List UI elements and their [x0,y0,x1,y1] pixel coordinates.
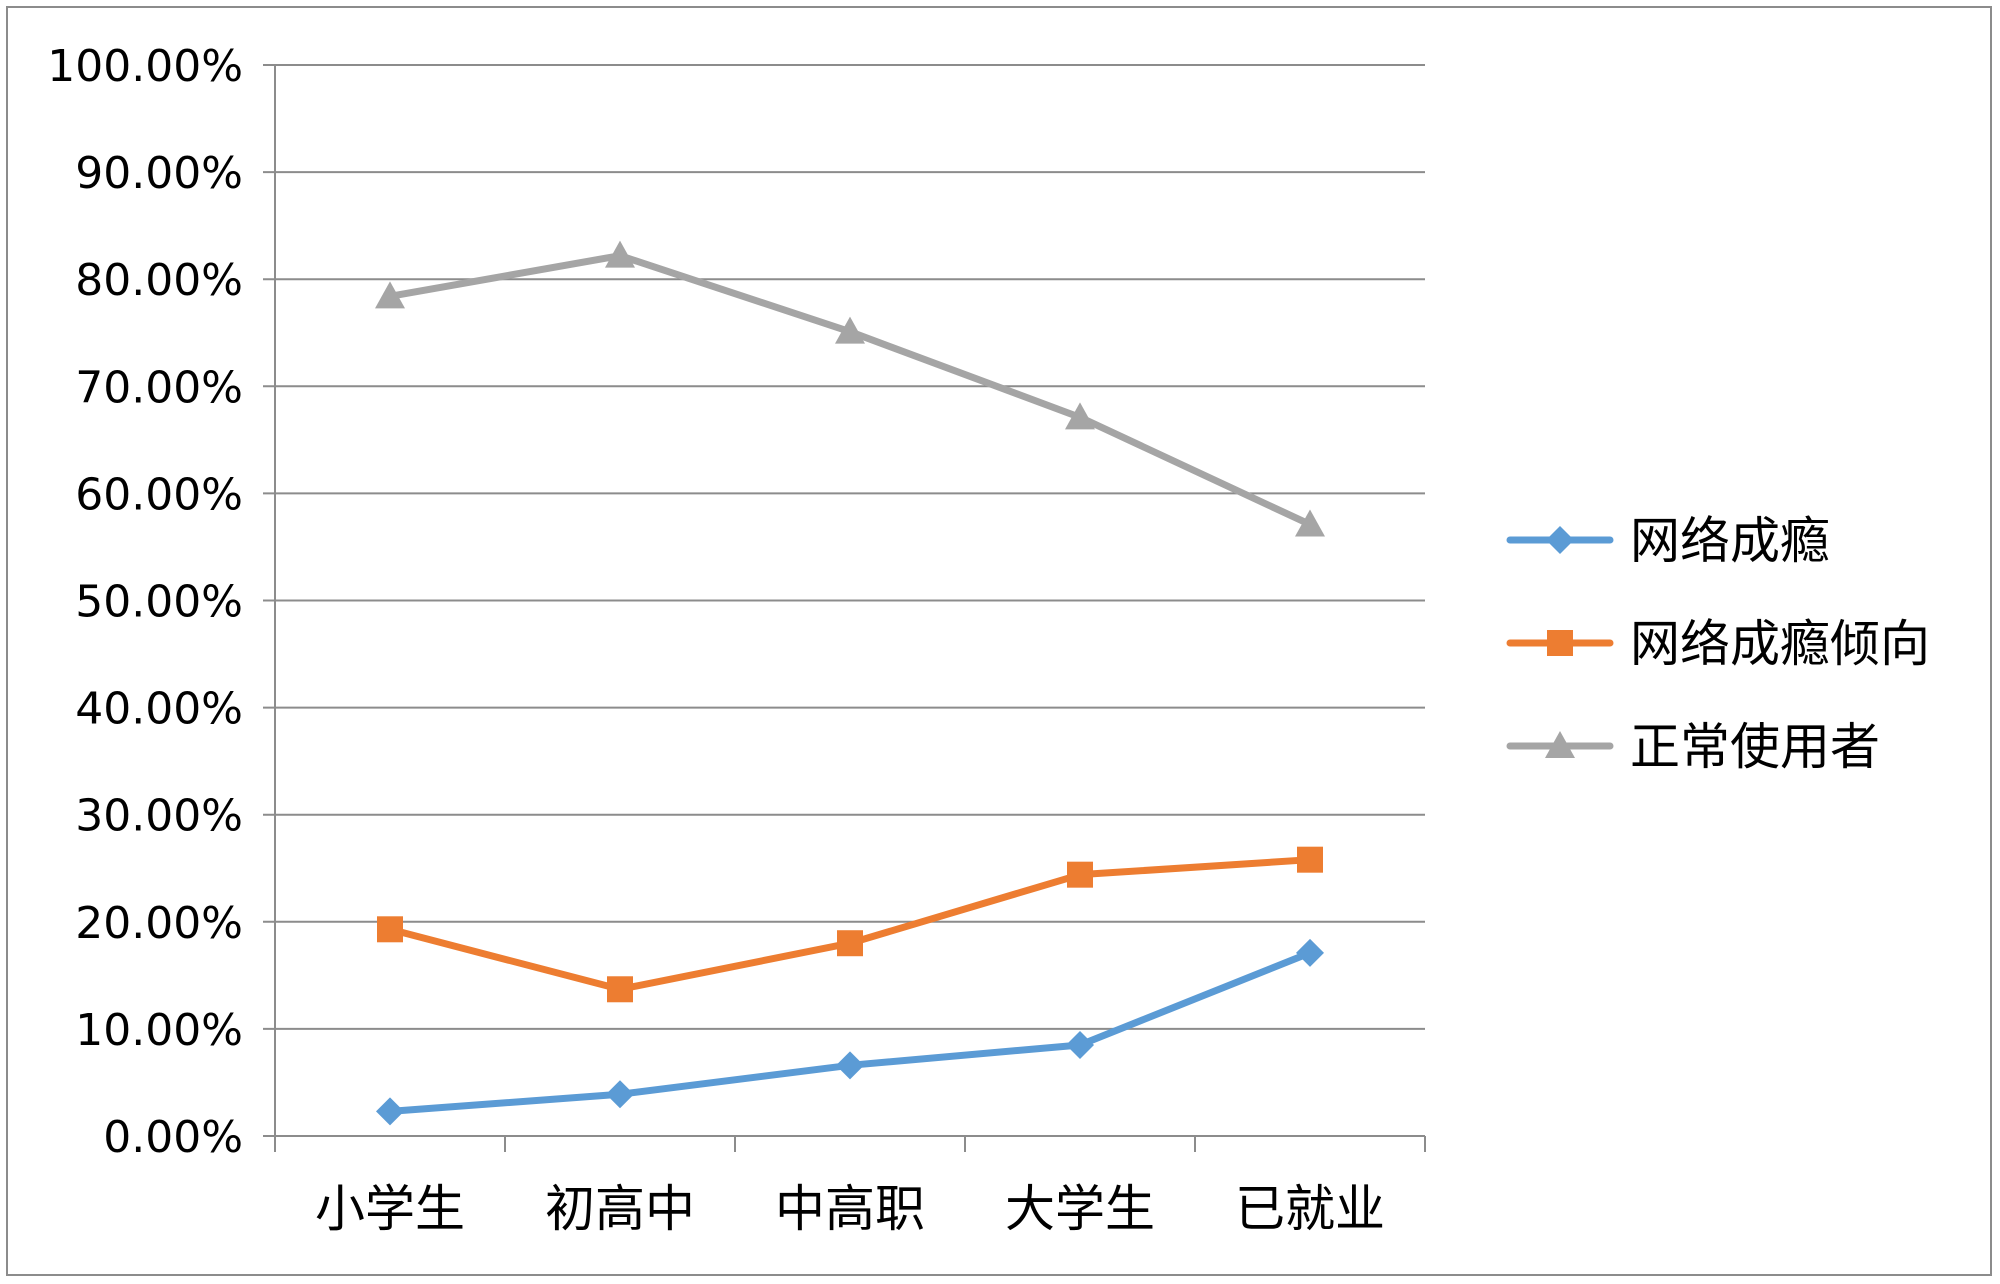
data-point [1066,1030,1094,1059]
x-tick-label: 中高职 [775,1180,925,1238]
y-tick-label: 10.00% [75,1005,243,1056]
data-point [376,1097,404,1126]
x-axis-tick-labels: 小学生 初高中 中高职 大学生 已就业 [315,1180,1385,1238]
series-lines [375,240,1325,1126]
gridlines [263,64,1425,1030]
x-tick-label: 大学生 [1005,1180,1155,1238]
series-line [386,252,1314,528]
legend-item: 网络成瘾 [1506,512,1830,570]
y-axis-tick-labels: 0.00% 10.00% 20.00% 30.00% 40.00% 50.00% 60.00… [47,41,243,1163]
data-point [377,916,403,943]
y-tick-label: 50.00% [75,577,243,628]
data-point [837,930,863,957]
series-2 [377,846,1323,1003]
data-point [1296,938,1324,967]
y-tick-label: 60.00% [75,469,243,520]
legend-marker [1547,630,1573,656]
data-point [1295,509,1325,537]
chart-frame [6,6,1992,1276]
legend-marker [1546,526,1574,554]
y-tick-label: 40.00% [75,684,243,735]
data-point [607,976,633,1003]
x-tick-label: 初高中 [545,1180,695,1238]
series-line [386,856,1314,993]
x-tick-label: 小学生 [315,1180,465,1238]
legend-label: 网络成瘾倾向 [1630,615,1930,673]
axes [263,65,1426,1152]
data-point [605,240,635,268]
legend-label: 正常使用者 [1630,718,1880,776]
legend-label: 网络成瘾 [1630,512,1830,570]
data-point [836,1051,864,1080]
data-point [375,281,405,309]
x-tick-label: 已就业 [1235,1180,1385,1238]
series-line [386,949,1314,1115]
y-tick-label: 90.00% [75,148,243,199]
data-point [1297,846,1323,873]
y-tick-label: 20.00% [75,898,243,949]
data-point [1067,861,1093,888]
legend-item: 正常使用者 [1506,718,1880,776]
y-tick-label: 100.00% [47,41,243,92]
y-tick-label: 70.00% [75,362,243,413]
data-point [835,316,865,344]
data-point [1065,402,1095,430]
y-tick-label: 0.00% [103,1112,243,1163]
legend-item: 网络成瘾倾向 [1506,615,1930,673]
legend-marker [1545,731,1575,758]
series-3 [375,240,1325,537]
y-tick-label: 30.00% [75,791,243,842]
data-point [606,1080,634,1109]
series-1 [376,938,1324,1126]
y-tick-label: 80.00% [75,255,243,306]
